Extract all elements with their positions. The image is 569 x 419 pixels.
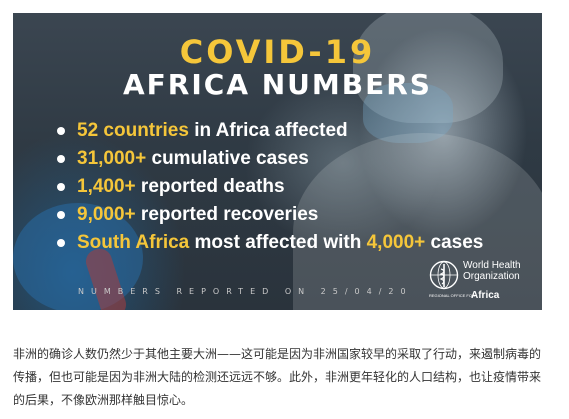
who-emblem-icon	[429, 260, 459, 290]
background-photo-mask	[363, 83, 453, 143]
bullet-icon	[57, 127, 65, 135]
stats-list: 52 countries in Africa affected 31,000+ …	[57, 117, 483, 257]
article-paragraph: 非洲的确诊人数仍然少于其他主要大洲——这可能是因为非洲国家较早的采取了行动，来遏…	[13, 347, 542, 407]
reported-date-note: NUMBERS REPORTED ON 25/04/20	[78, 287, 413, 296]
stat-most-affected: South Africa most affected with 4,000+ c…	[57, 229, 483, 257]
bullet-icon	[57, 155, 65, 163]
stat-recoveries: 9,000+ reported recoveries	[57, 201, 483, 229]
who-region: Africa	[471, 290, 500, 301]
bullet-icon	[57, 211, 65, 219]
stat-countries: 52 countries in Africa affected	[57, 117, 483, 145]
stat-cases: 31,000+ cumulative cases	[57, 145, 483, 173]
stat-deaths: 1,400+ reported deaths	[57, 173, 483, 201]
bullet-icon	[57, 239, 65, 247]
bullet-icon	[57, 183, 65, 191]
background-photo-protective-suit	[293, 133, 542, 310]
infographic-title: COVID-19	[179, 33, 376, 71]
infographic-subtitle: AFRICA NUMBERS	[123, 68, 432, 101]
who-logo: World Health Organization REGIONAL OFFIC…	[425, 256, 537, 306]
background-photo-visor	[353, 13, 503, 123]
covid-africa-infographic: COVID-19 AFRICA NUMBERS 52 countries in …	[13, 13, 542, 310]
who-name: World Health Organization	[463, 260, 521, 282]
who-region-label: REGIONAL OFFICE FOR	[429, 293, 475, 298]
